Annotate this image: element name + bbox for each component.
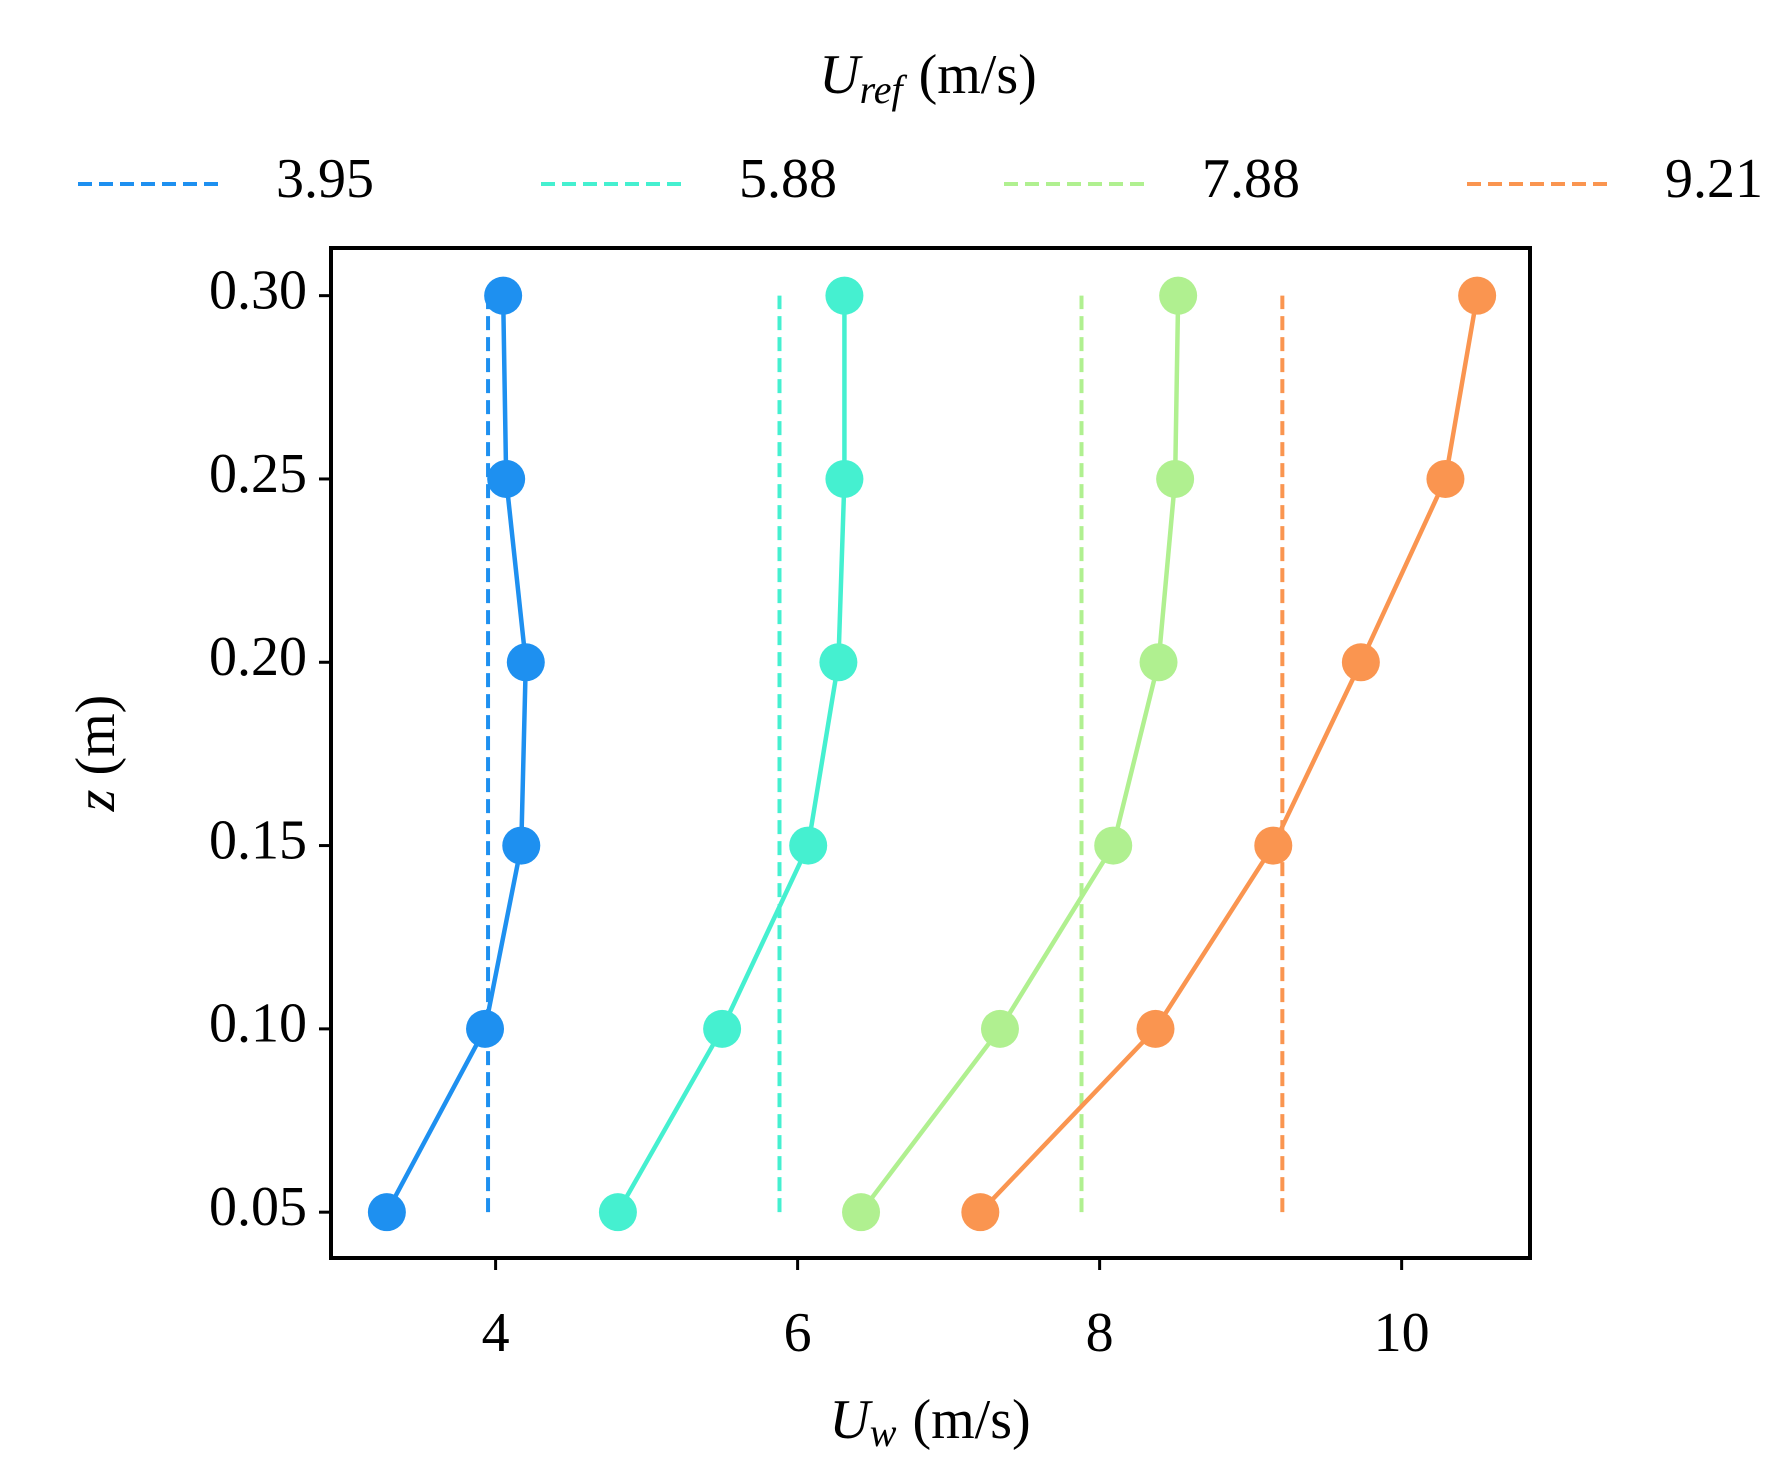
data-point — [484, 276, 523, 315]
y-axis-label: z (m) — [65, 695, 127, 813]
legend-title: Uref (m/s) — [819, 44, 1037, 112]
profile-line — [978, 295, 1480, 1214]
x-axis-label: Uw (m/s) — [829, 1389, 1030, 1455]
data-point — [1136, 1009, 1175, 1048]
profile-line — [615, 295, 847, 1214]
legend-title-subscript: ref — [860, 67, 908, 112]
y-tick-label: 0.10 — [209, 993, 307, 1055]
data-point — [1458, 276, 1497, 315]
legend-label: 9.21 — [1665, 148, 1763, 210]
data-point — [789, 826, 828, 865]
profile-line — [384, 295, 529, 1214]
data-point — [598, 1193, 637, 1232]
data-point — [1341, 643, 1380, 682]
data-point — [1139, 643, 1178, 682]
x-tick-label: 6 — [784, 1302, 812, 1364]
legend-label: 5.88 — [739, 148, 837, 210]
x-label-symbol: U — [829, 1389, 873, 1451]
y-tick-label: 0.05 — [209, 1176, 307, 1238]
data-point — [487, 459, 526, 498]
legend-title-symbol: U — [819, 44, 863, 106]
legend-label: 3.95 — [276, 148, 374, 210]
legend-label: 7.88 — [1202, 148, 1300, 210]
data-point — [1094, 826, 1133, 865]
x-tick-label: 4 — [482, 1302, 510, 1364]
data-point — [825, 276, 864, 315]
y-tick-label: 0.30 — [209, 260, 307, 322]
profile-line — [859, 295, 1181, 1214]
y-tick-label: 0.20 — [209, 626, 307, 688]
data-point — [980, 1009, 1019, 1048]
data-point — [961, 1193, 1000, 1232]
data-point — [1426, 459, 1465, 498]
data-point — [819, 643, 858, 682]
data-point — [506, 643, 545, 682]
y-tick-label: 0.25 — [209, 443, 307, 505]
y-tick-label: 0.15 — [209, 809, 307, 871]
legend-title-unit: (m/s) — [919, 44, 1037, 106]
y-label-unit: (m) — [65, 695, 127, 776]
data-point — [1156, 459, 1195, 498]
data-point — [842, 1193, 881, 1232]
data-point — [367, 1193, 406, 1232]
x-label-unit: (m/s) — [912, 1389, 1030, 1451]
data-point — [502, 826, 541, 865]
data-point — [825, 459, 864, 498]
data-point — [1254, 826, 1293, 865]
data-point — [466, 1009, 505, 1048]
x-label-subscript: w — [870, 1410, 897, 1455]
data-point — [703, 1009, 742, 1048]
data-point — [1159, 276, 1198, 315]
x-tick-label: 10 — [1374, 1302, 1430, 1364]
plot-frame — [329, 246, 1532, 1260]
y-label-symbol: z — [65, 789, 127, 812]
x-tick-label: 8 — [1086, 1302, 1114, 1364]
